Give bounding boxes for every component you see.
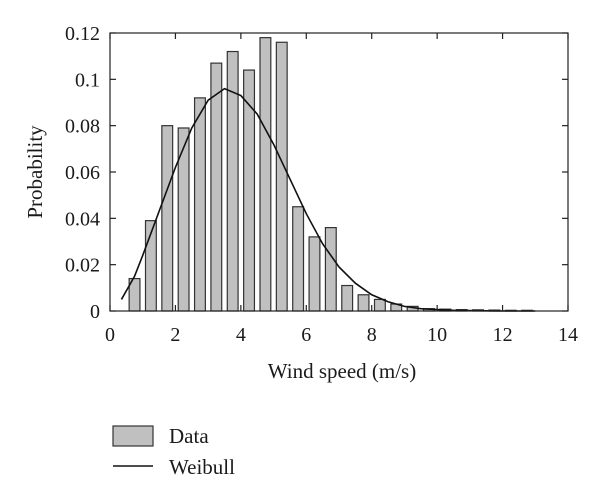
x-tick-label-0: 0 (105, 324, 115, 346)
x-tick-label-4: 8 (367, 324, 377, 346)
bar-9 (275, 41, 288, 312)
y-tick-label-3: 0.06 (65, 162, 100, 184)
y-tick-label-0: 0 (90, 301, 100, 323)
bar-15 (373, 298, 386, 312)
x-tick-label-1: 2 (170, 324, 180, 346)
legend-label-weibull: Weibull (169, 455, 235, 479)
bar-5 (210, 62, 223, 312)
bar-12 (324, 227, 337, 312)
y-axis-label: Probability (23, 125, 47, 219)
y-tick-label-6: 0.12 (65, 23, 100, 45)
weibull-fit-line (120, 87, 536, 312)
bar-8 (259, 37, 272, 312)
bar-14 (357, 294, 370, 312)
legend-swatch-data (112, 425, 154, 447)
y-tick-label-5: 0.1 (75, 69, 100, 91)
x-tick-label-6: 12 (493, 324, 513, 346)
y-tick-label-4: 0.08 (65, 116, 100, 138)
bar-10 (292, 206, 305, 312)
legend-label-data: Data (169, 424, 209, 448)
axes: 0 2 4 6 8 10 12 14 0 0.02 0.04 0.06 0.08 0.1 0.12 (65, 23, 578, 346)
y-tick-label-1: 0.02 (65, 255, 100, 277)
x-tick-label-7: 14 (558, 324, 578, 346)
x-tick-label-5: 10 (427, 324, 447, 346)
x-tick-label-3: 6 (301, 324, 311, 346)
bar-13 (341, 284, 354, 312)
bar-11 (308, 236, 321, 312)
x-tick-label-2: 4 (236, 324, 246, 346)
legend: Data Weibull (112, 424, 235, 479)
bar-4 (193, 97, 206, 312)
bar-7 (243, 69, 256, 312)
y-tick-label-2: 0.04 (65, 208, 100, 230)
plot-area (120, 37, 536, 312)
x-axis-label: Wind speed (m/s) (268, 359, 416, 383)
bar-2 (161, 125, 174, 312)
